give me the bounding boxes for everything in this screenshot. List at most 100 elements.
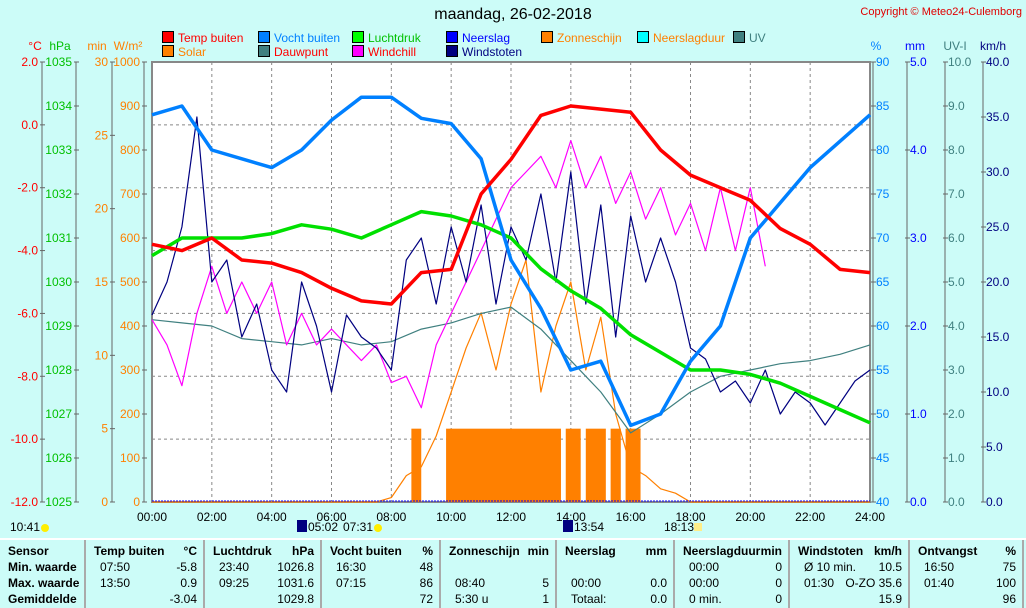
- moon-icon: [41, 524, 49, 532]
- legend-item: Dauwpunt: [258, 45, 328, 59]
- legend-swatch: [446, 45, 458, 57]
- axis-unit-humidity: %: [871, 39, 882, 53]
- column-header: Luchtdruk: [213, 544, 272, 558]
- legend-label: Temp buiten: [178, 31, 244, 45]
- cell-value: 0.0: [650, 576, 667, 590]
- legend-swatch: [258, 31, 270, 43]
- axis-tick-solar: 400: [120, 319, 140, 333]
- legend-label: Solar: [178, 45, 207, 59]
- series-line-windstoten: [151, 116, 871, 426]
- axis-tick-uv: 3.0: [948, 363, 965, 377]
- axis-tick-uv: 7.0: [948, 187, 965, 201]
- axis-tick-temp: -10.0: [11, 432, 39, 446]
- axis-tick-humidity: 65: [876, 275, 890, 289]
- x-tick-label: 06:00: [316, 510, 346, 524]
- row-label: Min. waarde: [8, 560, 77, 574]
- axis-tick-humidity: 55: [876, 363, 890, 377]
- legend-label: UV: [749, 31, 766, 45]
- cell-time: 16:50: [924, 560, 955, 574]
- chart-svg: °C2.00.0-2.0-4.0-6.0-8.0-10.0-12.0hPa103…: [10, 39, 1010, 534]
- axis-tick-wind: 10.0: [986, 385, 1010, 399]
- axis-tick-uv: 10.0: [948, 55, 972, 69]
- x-tick-label: 10:00: [436, 510, 466, 524]
- sunset-time: 18:13: [664, 520, 694, 534]
- row-label: Gemiddelde: [8, 592, 77, 606]
- axis-tick-wind: 15.0: [986, 330, 1010, 344]
- axis-tick-pressure: 1026: [45, 451, 72, 465]
- legend-label: Neerslagduur: [653, 31, 726, 45]
- axis-tick-minutes: 10: [95, 348, 109, 362]
- x-tick-label: 16:00: [616, 510, 646, 524]
- axis-tick-humidity: 90: [876, 55, 890, 69]
- series-line-solar: [152, 259, 870, 503]
- column-header: Ontvangst: [918, 544, 978, 558]
- row-label: Max. waarde: [8, 576, 80, 590]
- axis-tick-humidity: 85: [876, 99, 890, 113]
- axis-tick-rain: 4.0: [910, 143, 927, 157]
- legend-label: Neerslag: [462, 31, 511, 45]
- axis-tick-pressure: 1030: [45, 275, 72, 289]
- x-tick-label: 20:00: [735, 510, 765, 524]
- axis-tick-solar: 500: [120, 275, 140, 289]
- legend-item: Luchtdruk: [352, 31, 421, 45]
- axis-tick-temp: -6.0: [17, 306, 38, 320]
- cell-value: 5: [542, 576, 549, 590]
- legend-swatch: [541, 31, 553, 43]
- moonrise-time: 10:41: [10, 520, 40, 534]
- table-column: Temp buiten °C 07:50 -5.8 13:50 0.9 -3.04: [86, 540, 205, 608]
- axis-tick-minutes: 0: [101, 495, 108, 509]
- x-tick-label: 02:00: [197, 510, 227, 524]
- axis-tick-pressure: 1035: [45, 55, 72, 69]
- legend-label: Luchtdruk: [368, 31, 421, 45]
- axis-tick-humidity: 50: [876, 407, 890, 421]
- axis-tick-pressure: 1034: [45, 99, 72, 113]
- axis-tick-pressure: 1033: [45, 143, 72, 157]
- legend-item: Vocht buiten: [258, 31, 340, 45]
- cell-value: -3.04: [169, 592, 197, 606]
- axis-tick-wind: 5.0: [986, 440, 1003, 454]
- column-header: Zonneschijn: [449, 544, 520, 558]
- cell-value: 0: [775, 592, 782, 606]
- legend-item: Solar: [162, 45, 206, 59]
- copyright: Copyright © Meteo24-Culemborg: [860, 6, 1022, 18]
- axis-tick-humidity: 70: [876, 231, 890, 245]
- axis-tick-uv: 9.0: [948, 99, 965, 113]
- cell-value: 1: [542, 592, 549, 606]
- axis-unit-temp: °C: [28, 39, 42, 53]
- legend-swatch: [162, 31, 174, 43]
- sunshine-bar: [625, 428, 641, 502]
- axis-tick-solar: 700: [120, 187, 140, 201]
- x-tick-label: 08:00: [376, 510, 406, 524]
- axis-tick-solar: 900: [120, 99, 140, 113]
- sunshine-bar: [446, 428, 561, 502]
- cell-value: 10.5: [878, 560, 902, 574]
- axis-tick-uv: 4.0: [948, 319, 965, 333]
- axis-tick-solar: 600: [120, 231, 140, 245]
- table-column: Sensor Min. waarde Max. waarde Gemiddelde: [0, 540, 86, 608]
- axis-tick-wind: 35.0: [986, 110, 1010, 124]
- cell-time: 0 min.: [689, 592, 722, 606]
- axis-tick-solar: 300: [120, 363, 140, 377]
- axis-tick-rain: 2.0: [910, 319, 927, 333]
- cell-time: 5:30 u: [455, 592, 489, 606]
- cell-value: 0: [775, 560, 782, 574]
- axis-tick-solar: 800: [120, 143, 140, 157]
- legend-label: Windchill: [368, 45, 417, 59]
- cell-time: Totaal:: [571, 592, 607, 606]
- table-column: Windstoten km/h Ø 10 min. 10.5 01:30 O-ZO 35.…: [790, 540, 910, 608]
- legend-item: UV: [733, 31, 766, 45]
- cell-time: 00:00: [689, 576, 720, 590]
- column-unit: %: [1005, 544, 1016, 558]
- table-column: Ontvangst% 16:50 75 01:40 100 96: [910, 540, 1024, 608]
- sunshine-bar: [610, 428, 621, 502]
- axis-tick-solar: 200: [120, 407, 140, 421]
- cell-value: 75: [1002, 560, 1016, 574]
- axis-tick-uv: 2.0: [948, 407, 965, 421]
- legend-label: Dauwpunt: [274, 45, 329, 59]
- axis-tick-uv: 8.0: [948, 143, 965, 157]
- column-unit: min: [527, 544, 549, 558]
- column-header: Sensor: [8, 544, 49, 558]
- legend-item: Neerslagduur: [637, 31, 725, 45]
- legend-item: Temp buiten: [162, 31, 243, 45]
- cell-value: 0: [775, 576, 782, 590]
